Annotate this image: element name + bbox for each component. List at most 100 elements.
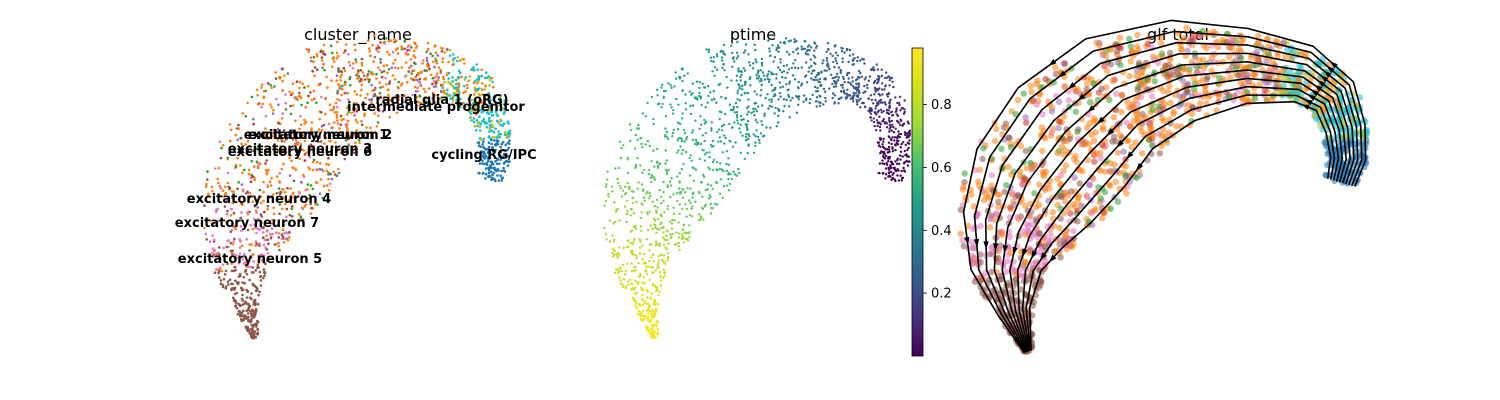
cell-point bbox=[867, 79, 870, 83]
cell-point bbox=[620, 195, 624, 198]
cell-point bbox=[761, 123, 764, 127]
cell-point bbox=[474, 104, 478, 108]
cell-point bbox=[686, 72, 689, 75]
cell-point bbox=[821, 62, 824, 65]
cell-point bbox=[896, 174, 899, 177]
cell-point bbox=[500, 177, 504, 180]
cell-point bbox=[1074, 198, 1082, 205]
cell-point bbox=[631, 196, 634, 200]
cell-point bbox=[640, 287, 643, 290]
cell-point bbox=[1039, 147, 1046, 155]
cell-point bbox=[323, 68, 326, 72]
cell-point bbox=[325, 75, 328, 79]
cell-point bbox=[899, 174, 902, 177]
cell-point bbox=[684, 231, 687, 234]
cell-point bbox=[329, 44, 333, 48]
cell-point bbox=[671, 135, 674, 138]
cell-point bbox=[653, 205, 656, 208]
cell-point bbox=[857, 82, 860, 85]
cell-point bbox=[1076, 180, 1083, 187]
cell-point bbox=[344, 43, 348, 46]
cell-point bbox=[804, 75, 807, 78]
cell-point bbox=[316, 68, 319, 71]
cell-point bbox=[789, 99, 792, 102]
cell-point bbox=[708, 168, 711, 171]
cell-point bbox=[899, 146, 902, 149]
cell-point bbox=[493, 139, 496, 142]
cell-point bbox=[684, 108, 688, 111]
cell-point bbox=[758, 80, 761, 83]
cell-point bbox=[309, 184, 313, 187]
cell-point bbox=[882, 110, 885, 113]
cell-point bbox=[223, 185, 227, 189]
cell-point bbox=[479, 129, 482, 132]
cell-point bbox=[717, 140, 720, 143]
cell-point bbox=[615, 252, 618, 255]
cell-point bbox=[650, 336, 654, 339]
cell-point bbox=[226, 262, 229, 266]
cell-point bbox=[870, 98, 874, 102]
cell-point bbox=[666, 137, 670, 141]
cell-point bbox=[634, 133, 637, 137]
cell-point bbox=[1078, 116, 1085, 123]
cell-point bbox=[476, 124, 479, 128]
cell-point bbox=[339, 151, 343, 155]
cell-point bbox=[863, 84, 866, 88]
cell-point bbox=[1134, 101, 1141, 108]
cell-point bbox=[361, 71, 365, 74]
cell-point bbox=[760, 61, 764, 65]
cell-point bbox=[214, 220, 217, 224]
cell-point bbox=[706, 183, 710, 186]
cell-point bbox=[329, 108, 333, 112]
cell-point bbox=[368, 78, 371, 82]
cell-point bbox=[217, 271, 220, 275]
cell-point bbox=[291, 191, 295, 195]
cell-point bbox=[320, 125, 324, 128]
cell-point bbox=[882, 140, 885, 143]
cell-point bbox=[240, 142, 243, 146]
cell-point bbox=[670, 222, 674, 225]
cell-point bbox=[487, 141, 491, 144]
cell-point bbox=[473, 79, 477, 83]
cell-point bbox=[310, 127, 313, 130]
cell-point bbox=[829, 52, 832, 55]
cell-point bbox=[747, 105, 750, 108]
cell-point bbox=[718, 117, 721, 121]
cell-point bbox=[690, 159, 693, 162]
cell-point bbox=[841, 86, 844, 89]
cell-point bbox=[729, 172, 732, 176]
cell-point bbox=[641, 258, 644, 261]
cell-point bbox=[655, 231, 658, 235]
cell-point bbox=[213, 271, 217, 275]
cell-point bbox=[878, 99, 881, 103]
cell-point bbox=[338, 86, 342, 90]
cell-point bbox=[297, 212, 301, 216]
cell-point bbox=[665, 248, 669, 251]
cell-point bbox=[463, 62, 466, 65]
cell-point bbox=[957, 230, 964, 237]
cell-point bbox=[637, 275, 641, 278]
cell-point bbox=[645, 296, 649, 299]
cell-point bbox=[354, 134, 357, 138]
cell-point bbox=[655, 211, 658, 214]
cell-point bbox=[244, 143, 247, 146]
cell-point bbox=[432, 60, 435, 64]
cell-point bbox=[1161, 100, 1169, 108]
cell-point bbox=[663, 274, 666, 277]
cell-point bbox=[311, 187, 315, 191]
cell-point bbox=[362, 134, 366, 137]
cell-point bbox=[818, 94, 821, 97]
ptime-colorbar: 0.20.40.60.8 bbox=[911, 47, 952, 357]
cell-point bbox=[303, 139, 307, 143]
cell-point bbox=[784, 76, 787, 80]
cell-point bbox=[234, 279, 237, 283]
cell-point bbox=[669, 103, 672, 106]
cell-point bbox=[892, 131, 896, 134]
cell-point bbox=[353, 43, 357, 46]
cell-point bbox=[727, 163, 730, 166]
cell-point bbox=[453, 56, 456, 60]
cell-point bbox=[399, 84, 403, 87]
cell-point bbox=[766, 73, 770, 76]
cell-point bbox=[833, 45, 836, 48]
cell-point bbox=[715, 181, 719, 185]
